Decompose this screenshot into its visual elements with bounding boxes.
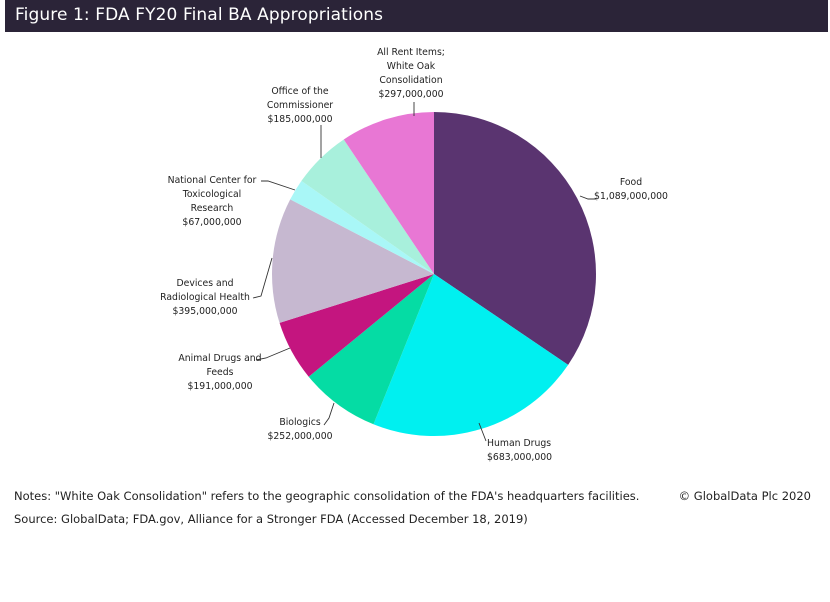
notes-text: Notes: "White Oak Consolidation" refers … (14, 489, 640, 503)
slice-name-label: Biologics (279, 417, 321, 428)
slice-label: Biologics $252,000,000 (267, 417, 332, 442)
slice-value-label: $1,089,000,000 (594, 191, 668, 202)
slice-name-label: Devices and (176, 278, 233, 289)
slice-name-label: White Oak (387, 61, 436, 72)
slice-value-label: $297,000,000 (378, 89, 443, 100)
slice-label: National Center for Toxicological Research… (168, 175, 257, 228)
pie-slice-all-rent-items-white-oak-consolidation (343, 112, 434, 274)
slice-name-label: National Center for (168, 175, 257, 186)
slice-name-label: Radiological Health (160, 292, 250, 303)
slice-name-label: Research (191, 203, 234, 214)
pie-slice-national-center-for-toxicological-research (290, 180, 434, 274)
leader-line (255, 347, 291, 361)
slice-name-label: Office of the (271, 86, 329, 97)
pie-slice-devices-and-radiological-health (271, 199, 434, 323)
leader-lines (252, 102, 596, 442)
slice-value-label: $683,000,000 (487, 452, 552, 463)
slice-label: Office of the Commissioner $185,000,000 (267, 86, 333, 125)
pie-slice-animal-drugs-and-feeds (279, 274, 434, 377)
leader-line (478, 422, 487, 442)
slice-label: Human Drugs $683,000,000 (487, 438, 552, 463)
pie-slice-biologics (308, 274, 434, 425)
leader-line (261, 180, 296, 191)
pie-slice-food (434, 112, 596, 365)
slice-labels: Food $1,089,000,000 Human Drugs $683,000,00… (160, 47, 668, 463)
slice-label: Food $1,089,000,000 (594, 177, 668, 202)
slice-label: All Rent Items; White Oak Consolidation $29… (377, 47, 445, 100)
slice-name-label: Human Drugs (487, 438, 551, 449)
slice-name-label: Commissioner (267, 100, 333, 111)
slice-value-label: $395,000,000 (172, 306, 237, 317)
figure-title: Figure 1: FDA FY20 Final BA Appropriatio… (15, 5, 384, 25)
leader-line (579, 195, 596, 200)
slice-value-label: $185,000,000 (267, 114, 332, 125)
pie-chart: Food $1,089,000,000 Human Drugs $683,000,00… (160, 47, 668, 463)
figure-title-bar: Figure 1: FDA FY20 Final BA Appropriatio… (5, 0, 828, 32)
slice-name-label: Consolidation (379, 75, 442, 86)
source-text: Source: GlobalData; FDA.gov, Alliance fo… (14, 512, 528, 526)
pie-slices (271, 112, 596, 436)
slice-label: Animal Drugs and Feeds $191,000,000 (178, 353, 261, 392)
slice-name-label: Toxicological (182, 189, 242, 200)
slice-name-label: All Rent Items; (377, 47, 445, 58)
slice-label: Devices and Radiological Health $395,000,0… (160, 278, 250, 317)
leader-line (323, 402, 335, 426)
slice-name-label: Food (620, 177, 642, 188)
leader-line (252, 257, 273, 299)
slice-value-label: $67,000,000 (182, 217, 241, 228)
slice-value-label: $252,000,000 (267, 431, 332, 442)
copyright-text: © GlobalData Plc 2020 (678, 489, 811, 503)
slice-value-label: $191,000,000 (187, 381, 252, 392)
slice-name-label: Feeds (206, 367, 233, 378)
pie-slice-human-drugs (373, 274, 569, 436)
slice-name-label: Animal Drugs and (178, 353, 261, 364)
pie-slice-office-of-the-commissioner (301, 139, 434, 274)
